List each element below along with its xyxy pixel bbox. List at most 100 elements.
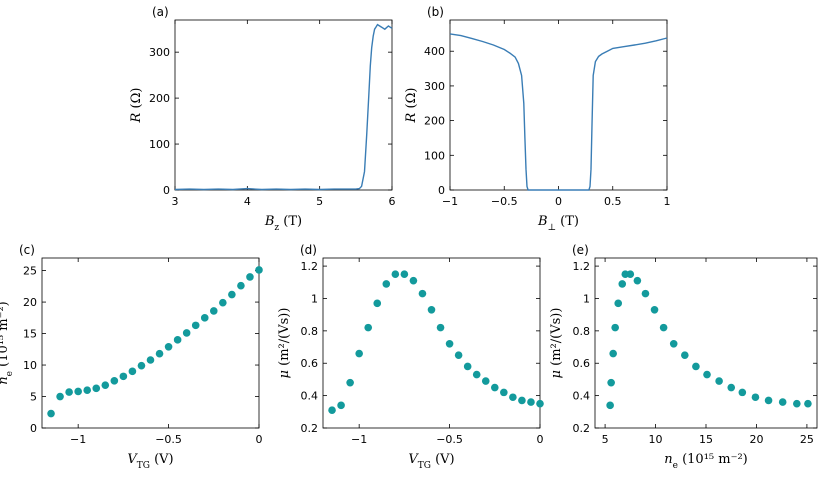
x-tick-label: 10: [649, 433, 663, 446]
y-tick-label: 200: [424, 115, 445, 128]
data-point: [137, 361, 146, 370]
data-point: [74, 387, 82, 396]
data-point: [191, 321, 200, 330]
data-point: [793, 399, 801, 408]
data-point: [669, 340, 678, 348]
panel-4: 5 10 15 20 25 0.2 0.4 0.6 0.8 1 1.2 (e) ne (10¹⁵ m⁻²…: [549, 243, 818, 471]
data-point: [609, 349, 617, 358]
x-tick-label: 0: [537, 433, 544, 446]
data-point: [92, 384, 101, 393]
y-axis-label: ne (10¹⁵ m⁻²): [0, 301, 15, 384]
data-point: [518, 396, 526, 405]
y-tick-label: 0: [30, 422, 37, 435]
data-point: [527, 398, 535, 406]
panel-1: −1 −0.5 0 0.5 1 0 100 200 300 400 (b) B⊥ (T) R (Ω): [404, 5, 671, 233]
y-tick-label: 0.4: [573, 390, 591, 403]
y-tick-label: 0.4: [301, 390, 319, 403]
data-point: [618, 280, 627, 288]
data-point: [155, 349, 164, 358]
y-tick-label: 10: [23, 359, 37, 372]
data-point: [346, 378, 354, 387]
y-tick-label: 0: [438, 184, 445, 197]
x-axis-label: B⊥ (T): [537, 214, 579, 233]
y-tick-label: 1.2: [301, 260, 319, 273]
y-tick-label: 1: [583, 292, 590, 305]
data-point: [355, 349, 363, 358]
x-tick-label: 15: [699, 433, 713, 446]
axes-frame: [322, 257, 541, 429]
y-tick-label: 1.2: [573, 260, 591, 273]
y-tick-label: 15: [23, 328, 37, 341]
x-axis-label: VTG (V): [408, 452, 454, 471]
y-tick-label: 0.2: [573, 422, 591, 435]
data-point: [83, 386, 92, 395]
data-point: [418, 289, 427, 298]
data-point: [182, 329, 191, 337]
y-tick-label: 400: [424, 45, 445, 58]
x-tick-label: 1: [664, 195, 671, 208]
data-point: [128, 367, 137, 376]
data-point: [454, 351, 463, 359]
data-point: [614, 299, 623, 308]
y-tick-label: 25: [23, 265, 37, 278]
data-point: [509, 393, 517, 402]
data-point: [219, 298, 227, 307]
x-axis-label: Bz (T): [264, 214, 302, 233]
x-tick-label: −0.5: [436, 433, 463, 446]
data-point: [209, 307, 218, 315]
x-tick-label: −1: [70, 433, 86, 446]
panel-3: −1 −0.5 0 0.2 0.4 0.6 0.8 1 1.2 (d) VTG (V) μ (m²/(…: [277, 243, 544, 471]
data-point: [255, 266, 263, 274]
data-point: [364, 323, 373, 332]
data-point: [400, 270, 409, 278]
data-point: [409, 276, 418, 285]
data-point: [764, 396, 773, 405]
data-point: [101, 381, 110, 389]
data-point: [641, 289, 650, 298]
x-tick-label: 3: [172, 195, 179, 208]
x-tick-label: −0.5: [155, 433, 182, 446]
data-point: [607, 378, 615, 387]
y-tick-label: 5: [30, 391, 37, 404]
y-tick-label: 0.6: [573, 357, 591, 370]
data-point: [445, 340, 454, 348]
data-point: [738, 388, 747, 397]
data-point: [436, 323, 445, 332]
data-point: [164, 342, 173, 351]
panel-label: (c): [19, 243, 35, 257]
data-point: [463, 362, 472, 371]
data-point: [751, 393, 760, 402]
data-point: [119, 372, 128, 381]
y-axis-label: R (Ω): [404, 88, 419, 124]
data-point: [337, 401, 345, 410]
data-point: [472, 370, 481, 379]
x-tick-label: 20: [749, 433, 763, 446]
panel-label: (b): [427, 5, 444, 19]
x-tick-label: 25: [800, 433, 814, 446]
data-point: [500, 388, 508, 397]
y-tick-label: 0: [163, 184, 170, 197]
x-tick-label: 0: [555, 195, 562, 208]
data-point: [611, 323, 619, 332]
data-point: [47, 409, 55, 418]
y-tick-label: 1: [311, 292, 318, 305]
axes-frame: [174, 19, 393, 191]
panel-0: 3 4 5 6 0 100 200 300 (a) Bz (T) R (Ω): [129, 5, 396, 233]
data-point: [110, 376, 119, 385]
data-point: [328, 406, 336, 414]
data-point: [536, 399, 544, 408]
panel-label: (e): [572, 243, 589, 257]
y-tick-label: 100: [424, 149, 445, 162]
panel-2: −1 −0.5 0 0 5 10 15 20 25 (c) VTG (V) ne (10¹⁵ m⁻²): [0, 243, 263, 471]
data-point: [804, 399, 812, 408]
data-point: [715, 377, 723, 385]
series-line: [449, 33, 668, 191]
y-tick-label: 300: [424, 80, 445, 93]
y-axis-label: μ (m²/(Vs)): [277, 308, 292, 379]
data-point: [237, 281, 245, 290]
data-point: [650, 306, 659, 314]
data-point: [481, 377, 490, 385]
y-axis-label: R (Ω): [129, 88, 144, 124]
x-tick-label: 0.5: [604, 195, 622, 208]
x-tick-label: −0.5: [491, 195, 518, 208]
